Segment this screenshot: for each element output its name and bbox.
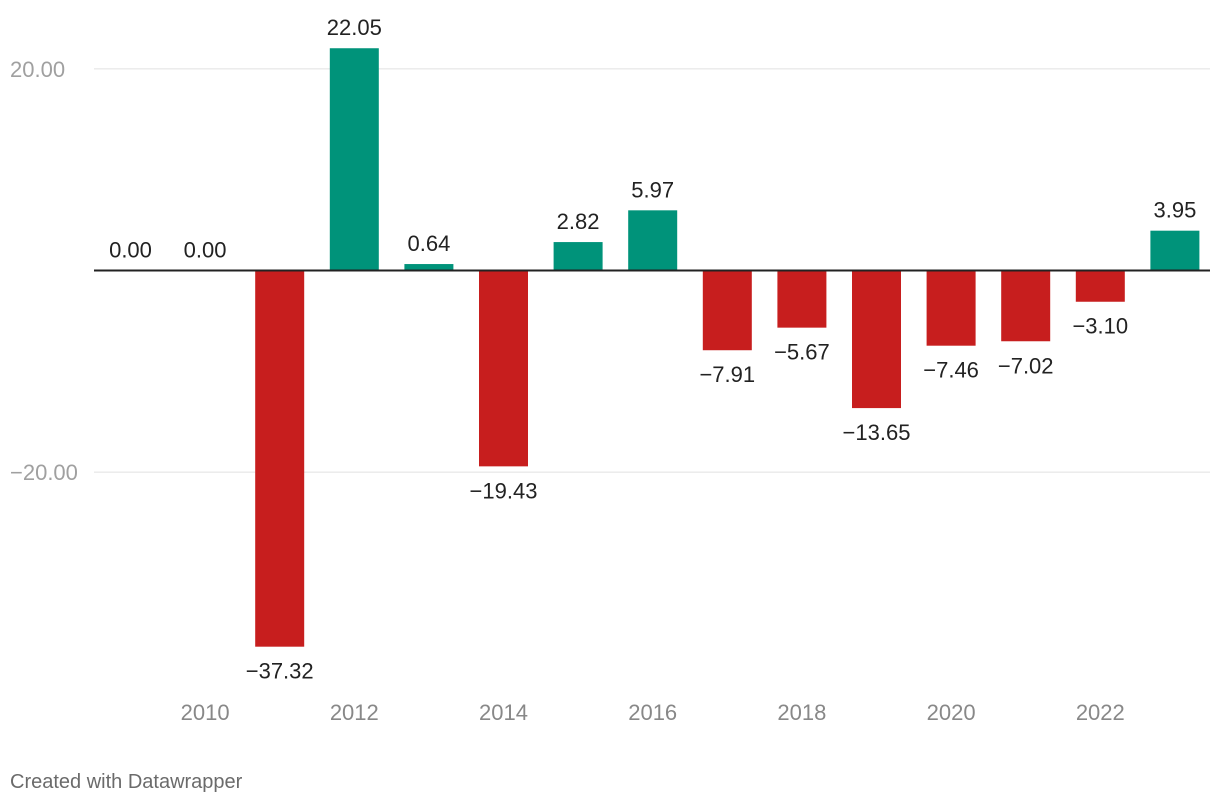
value-label-2018: −5.67 (774, 340, 830, 365)
value-label-2012: 22.05 (327, 15, 382, 40)
y-tick-label: −20.00 (10, 460, 78, 485)
x-tick-label-2010: 2010 (181, 700, 230, 725)
bar-2014 (479, 270, 528, 467)
bar-chart: 20.00 −20.00 0.00 0.00 −37.32 22.05 0.64 −19.43… (10, 15, 1210, 725)
bar-2011 (255, 270, 305, 647)
x-tick-label-2016: 2016 (628, 700, 677, 725)
bar-2022 (1075, 270, 1125, 302)
x-tick-label-2018: 2018 (777, 700, 826, 725)
x-tick-label-2020: 2020 (927, 700, 976, 725)
value-label-2021: −7.02 (998, 353, 1054, 378)
x-tick-label-2014: 2014 (479, 700, 528, 725)
value-label-2022: −3.10 (1072, 314, 1128, 339)
value-label-2015: 2.82 (557, 209, 600, 234)
value-label-2014: −19.43 (470, 478, 538, 503)
bar-2015 (553, 242, 603, 271)
bar-2018 (777, 270, 827, 328)
bar-2020 (926, 270, 976, 346)
bar-2023 (1150, 230, 1200, 271)
bar-2021 (1001, 270, 1051, 342)
datawrapper-credit: Created with Datawrapper (10, 771, 243, 793)
x-tick-label-2022: 2022 (1076, 700, 1125, 725)
x-tick-label-2012: 2012 (330, 700, 379, 725)
value-label-2011: −37.32 (246, 659, 314, 684)
value-label-2009: 0.00 (109, 238, 152, 263)
value-label-2010: 0.00 (184, 238, 227, 263)
value-label-2016: 5.97 (631, 177, 674, 202)
bar-2017 (702, 270, 752, 351)
value-label-2023: 3.95 (1153, 198, 1196, 223)
value-label-2020: −7.46 (923, 358, 979, 383)
value-label-2017: −7.91 (699, 362, 755, 387)
y-tick-label: 20.00 (10, 57, 65, 82)
bar-2016 (628, 210, 678, 271)
bar-2013 (404, 264, 454, 271)
bar-2012 (329, 48, 379, 271)
bar-2019 (852, 270, 901, 409)
value-label-2019: −13.65 (843, 420, 911, 445)
value-label-2013: 0.64 (407, 231, 450, 256)
